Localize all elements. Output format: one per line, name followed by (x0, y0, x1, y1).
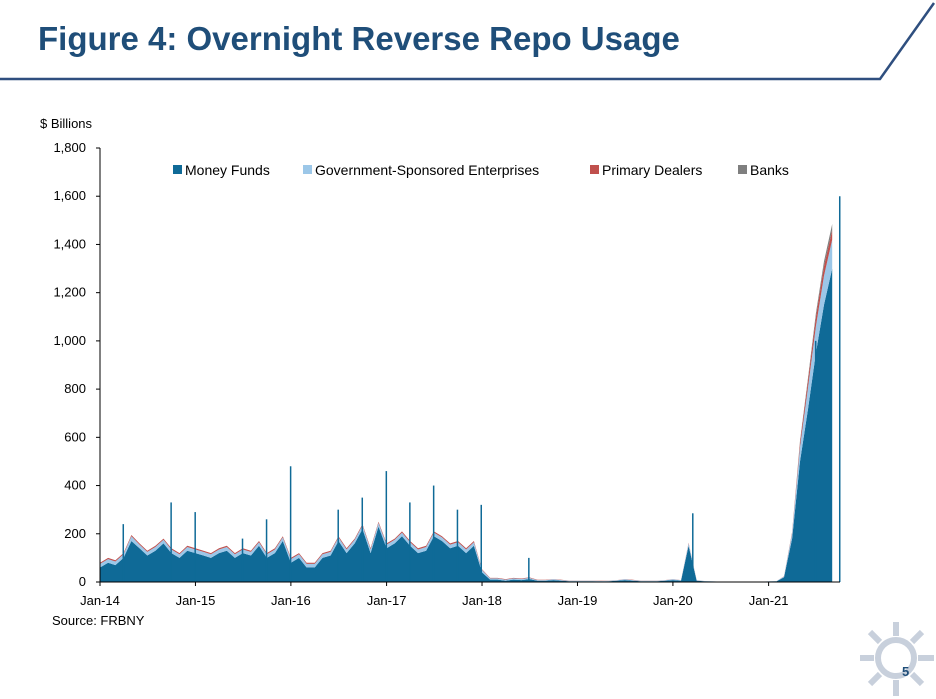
legend-label: Money Funds (185, 162, 270, 178)
y-tick-label: 600 (64, 429, 86, 444)
legend-item-money-funds: Money Funds (173, 162, 270, 178)
y-tick-label: 1,400 (53, 236, 86, 251)
legend-label: Banks (750, 162, 789, 178)
y-axis-unit-label: $ Billions (40, 116, 93, 131)
x-tick-label: Jan-14 (80, 593, 120, 608)
area-banks (100, 224, 833, 582)
y-tick-label: 1,000 (53, 333, 86, 348)
y-tick-label: 1,600 (53, 188, 86, 203)
x-tick-label: Jan-20 (653, 593, 693, 608)
y-tick-label: 200 (64, 526, 86, 541)
x-tick-label: Jan-18 (462, 593, 502, 608)
legend-swatch (738, 165, 747, 174)
area-money-funds (100, 268, 833, 582)
y-tick-label: 400 (64, 478, 86, 493)
y-tick-label: 1,200 (53, 285, 86, 300)
area-government-sponsored-enterprises (100, 239, 833, 582)
legend-label: Government-Sponsored Enterprises (315, 162, 539, 178)
legend-swatch (590, 165, 599, 174)
y-tick-label: 800 (64, 381, 86, 396)
legend-item-government-sponsored-enterprises: Government-Sponsored Enterprises (303, 162, 539, 178)
stacked-areas (100, 224, 833, 582)
x-tick-label: Jan-21 (749, 593, 789, 608)
chart-legend: Money Funds Government-Sponsored Enterpri… (173, 162, 789, 178)
tick-labels: 0 200 400 600 800 1,000 1,200 1,400 1,600 1,800 Ja… (53, 140, 788, 608)
x-tick-label: Jan-19 (558, 593, 598, 608)
page-number: 5 (902, 664, 910, 679)
x-tick-label: Jan-16 (271, 593, 311, 608)
area-primary-dealers (100, 230, 833, 582)
y-tick-label: 1,800 (53, 140, 86, 155)
legend-swatch (173, 165, 182, 174)
legend-swatch (303, 165, 312, 174)
header-rule (0, 2, 936, 81)
legend-label: Primary Dealers (602, 162, 702, 178)
source-note: Source: FRBNY (52, 613, 145, 628)
page-title: Figure 4: Overnight Reverse Repo Usage (38, 20, 680, 57)
legend-item-banks: Banks (738, 162, 789, 178)
y-tick-label: 0 (79, 574, 86, 589)
daily-spikes (122, 196, 841, 582)
x-tick-label: Jan-15 (176, 593, 216, 608)
x-tick-label: Jan-17 (367, 593, 407, 608)
legend-item-primary-dealers: Primary Dealers (590, 162, 702, 178)
logo-icon (860, 622, 934, 696)
axis-lines (99, 148, 840, 583)
